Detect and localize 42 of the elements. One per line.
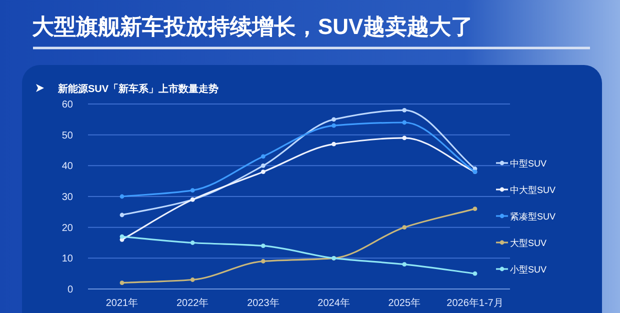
legend-label: 小型SUV [510, 264, 547, 274]
x-tick-label: 2026年1-7月 [446, 297, 504, 309]
y-tick-label: 0 [67, 284, 74, 296]
legend-label: 大型SUV [510, 238, 547, 248]
point [120, 194, 124, 199]
point [261, 244, 266, 248]
point [332, 142, 336, 146]
x-tick-label: 2023年 [247, 297, 280, 309]
point [332, 117, 336, 122]
point [120, 280, 124, 286]
point [261, 170, 266, 174]
y-tick-label: 50 [62, 130, 74, 142]
x-tick-label: 2021年 [106, 297, 138, 309]
point [120, 234, 124, 239]
point [261, 154, 266, 159]
x-tick-label: 2024年 [318, 297, 350, 309]
point [402, 225, 407, 230]
point [261, 259, 266, 264]
legend-label: 中型SUV [510, 158, 547, 168]
point [472, 206, 478, 212]
point [261, 163, 266, 168]
legend-label: 中大型SUV [510, 185, 556, 195]
point [190, 240, 195, 245]
x-tick-label: 2025年 [388, 297, 421, 309]
point [402, 120, 407, 125]
chart-subtitle: 新能源SUV「新车系」上市数量走势 [57, 83, 219, 95]
legend-label: 紧凑型SUV [510, 212, 556, 222]
y-tick-label: 30 [62, 192, 74, 203]
point [402, 262, 407, 267]
y-tick-label: 10 [62, 254, 74, 265]
point [190, 278, 195, 282]
point [120, 212, 124, 218]
x-tick-label: 2022年 [176, 297, 209, 309]
y-tick-label: 20 [62, 222, 74, 234]
chart-title: 大型旗舰新车投放持续增长，SUV越卖越大了 [32, 14, 474, 39]
y-tick-label: 40 [62, 161, 74, 172]
point [190, 188, 195, 193]
y-tick-label: 60 [62, 100, 74, 110]
point [402, 136, 407, 140]
point [402, 108, 407, 112]
point [332, 123, 336, 128]
point [472, 271, 478, 276]
